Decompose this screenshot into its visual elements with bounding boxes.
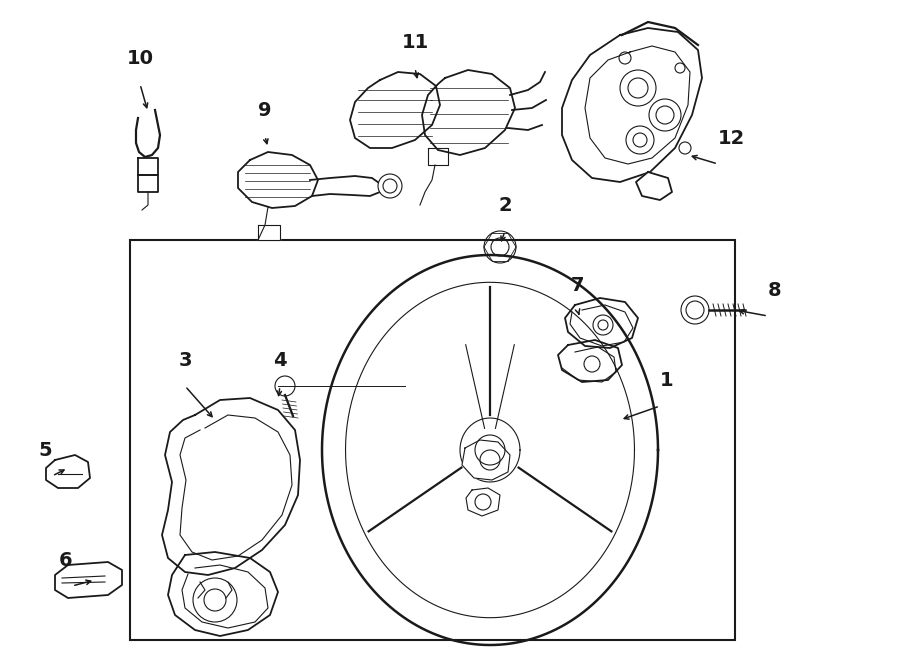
Polygon shape: [168, 552, 278, 636]
Polygon shape: [258, 225, 280, 240]
Text: 6: 6: [58, 551, 72, 570]
Polygon shape: [558, 340, 622, 382]
Circle shape: [275, 376, 295, 396]
Polygon shape: [55, 562, 122, 598]
Polygon shape: [585, 46, 690, 164]
Circle shape: [378, 174, 402, 198]
Polygon shape: [350, 72, 440, 148]
Text: 10: 10: [127, 49, 154, 68]
Text: 3: 3: [178, 351, 192, 370]
Text: 7: 7: [572, 276, 585, 295]
Polygon shape: [565, 298, 638, 348]
Polygon shape: [422, 70, 515, 155]
Polygon shape: [162, 398, 300, 575]
Bar: [130, 240, 735, 640]
Polygon shape: [562, 28, 702, 182]
Circle shape: [686, 301, 704, 319]
Polygon shape: [428, 148, 448, 165]
Polygon shape: [138, 175, 158, 192]
Polygon shape: [462, 440, 510, 480]
Text: 4: 4: [274, 351, 287, 370]
Circle shape: [681, 296, 709, 324]
Polygon shape: [138, 158, 158, 175]
Text: 9: 9: [258, 101, 272, 120]
Text: 12: 12: [718, 129, 745, 148]
Text: 2: 2: [499, 196, 512, 215]
Text: 11: 11: [401, 33, 428, 52]
Text: 8: 8: [768, 281, 781, 300]
Polygon shape: [636, 172, 672, 200]
Text: 5: 5: [39, 441, 52, 460]
Polygon shape: [466, 488, 500, 516]
Polygon shape: [46, 455, 90, 488]
Polygon shape: [238, 152, 318, 208]
Text: 1: 1: [660, 371, 673, 390]
